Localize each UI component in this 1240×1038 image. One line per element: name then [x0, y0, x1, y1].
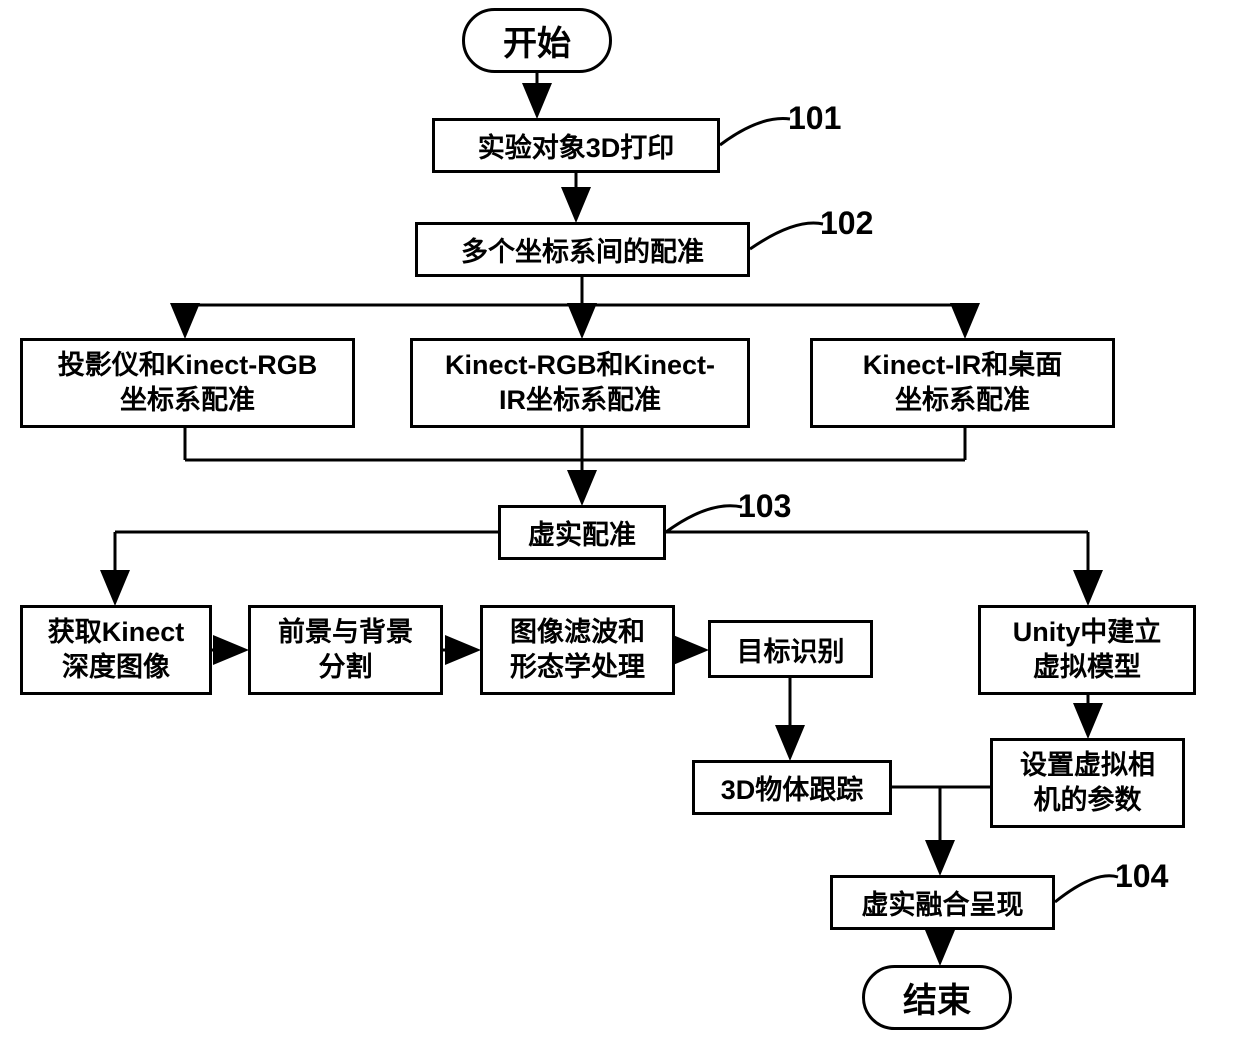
ref-104: 104	[1115, 858, 1168, 895]
process-unity-model: Unity中建立 虚拟模型	[978, 605, 1196, 695]
process-proj-rgb-calib: 投影仪和Kinect-RGB 坐标系配准	[20, 338, 355, 428]
process-3d-tracking: 3D物体跟踪	[692, 760, 892, 815]
process-depth-image: 获取Kinect 深度图像	[20, 605, 212, 695]
process-ir-desktop-calib: Kinect-IR和桌面 坐标系配准	[810, 338, 1115, 428]
process-vr-calib: 虚实配准	[498, 505, 666, 560]
process-rgb-ir-calib: Kinect-RGB和Kinect- IR坐标系配准	[410, 338, 750, 428]
ref-101: 101	[788, 100, 841, 137]
process-filter-morph: 图像滤波和 形态学处理	[480, 605, 675, 695]
process-vr-fusion: 虚实融合呈现	[830, 875, 1055, 930]
end-node: 结束	[862, 965, 1012, 1030]
process-fg-bg-seg: 前景与背景 分割	[248, 605, 443, 695]
process-coord-calib: 多个坐标系间的配准	[415, 222, 750, 277]
process-target-recog: 目标识别	[708, 620, 873, 678]
ref-102: 102	[820, 205, 873, 242]
process-virtual-cam: 设置虚拟相 机的参数	[990, 738, 1185, 828]
start-node: 开始	[462, 8, 612, 73]
ref-103: 103	[738, 488, 791, 525]
process-3d-print: 实验对象3D打印	[432, 118, 720, 173]
flowchart-container: 开始 实验对象3D打印 多个坐标系间的配准 投影仪和Kinect-RGB 坐标系…	[0, 0, 1240, 1038]
